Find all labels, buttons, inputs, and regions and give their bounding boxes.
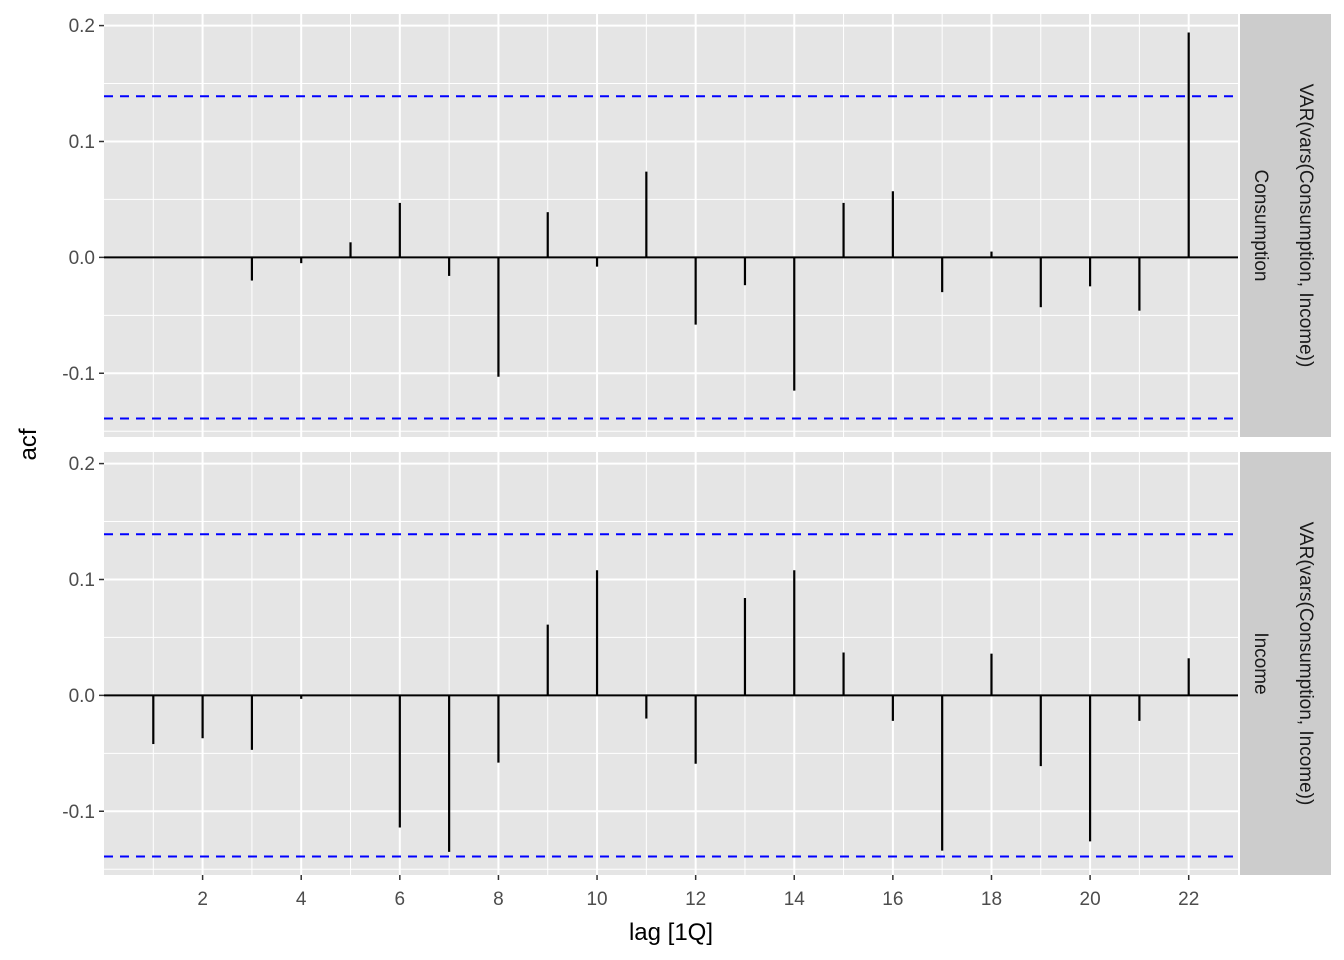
facet-strip — [1240, 452, 1331, 875]
panel-background — [104, 14, 1238, 437]
x-tick-label: 18 — [981, 889, 1002, 910]
y-tick-label: 0.0 — [69, 686, 95, 707]
y-tick-label: 0.2 — [69, 16, 95, 37]
x-tick-label: 10 — [586, 889, 607, 910]
y-tick-label: -0.1 — [62, 364, 95, 385]
x-tick-label: 20 — [1080, 889, 1101, 910]
x-tick-label: 14 — [784, 889, 806, 910]
x-tick-label: 6 — [395, 889, 406, 910]
y-tick-label: 0.1 — [69, 570, 95, 591]
x-tick-label: 16 — [882, 889, 903, 910]
facet-strip — [1240, 14, 1331, 437]
x-tick-label: 4 — [296, 889, 307, 910]
x-tick-label: 8 — [493, 889, 504, 910]
x-axis-title: lag [1Q] — [629, 919, 713, 946]
x-tick-label: 12 — [685, 889, 706, 910]
strip-label-variable: Consumption — [1250, 170, 1271, 282]
facet-panel-1: -0.1 0.0 0.1 0.2 VAR(vars(Consumption, Incom… — [62, 14, 1331, 437]
y-tick-label: 0.0 — [69, 248, 95, 269]
y-tick-label: -0.1 — [62, 802, 95, 823]
y-axis-title: acf — [15, 428, 42, 460]
y-tick-label: 0.2 — [69, 454, 95, 475]
x-tick-label: 22 — [1178, 889, 1199, 910]
strip-label-model: VAR(vars(Consumption, Income)) — [1295, 522, 1316, 806]
x-tick-label: 2 — [197, 889, 208, 910]
y-tick-label: 0.1 — [69, 132, 95, 153]
strip-label-model: VAR(vars(Consumption, Income)) — [1295, 84, 1316, 368]
facet-panel-2: -0.1 0.0 0.1 0.2 VAR(vars(Consumption, Incom… — [62, 452, 1331, 875]
panel-background — [104, 452, 1238, 875]
strip-label-variable: Income — [1250, 632, 1271, 694]
